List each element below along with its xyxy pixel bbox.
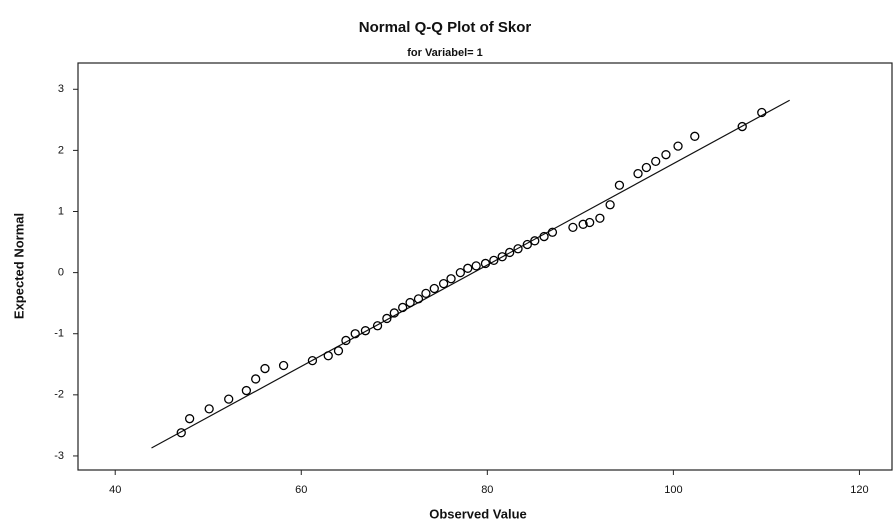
chart: Normal Q-Q Plot of Skor for Variabel= 1 … — [0, 0, 893, 524]
y-tick-label: 3 — [58, 83, 64, 95]
x-tick-label: 100 — [664, 484, 682, 496]
y-tick-label: -3 — [54, 450, 64, 462]
y-tick-label: -1 — [54, 328, 64, 340]
x-tick-label: 120 — [850, 484, 868, 496]
y-tick-label: 1 — [58, 205, 64, 217]
chart-subtitle: for Variabel= 1 — [407, 47, 483, 59]
y-axis-label: Expected Normal — [11, 213, 26, 319]
y-tick-label: 2 — [58, 144, 64, 156]
x-axis-label: Observed Value — [429, 506, 527, 521]
x-tick-label: 40 — [109, 484, 121, 496]
y-tick-label: 0 — [58, 267, 64, 279]
chart-title: Normal Q-Q Plot of Skor — [359, 19, 532, 36]
background — [0, 0, 893, 524]
y-tick-label: -2 — [54, 389, 64, 401]
x-tick-label: 80 — [481, 484, 493, 496]
x-tick-label: 60 — [295, 484, 307, 496]
